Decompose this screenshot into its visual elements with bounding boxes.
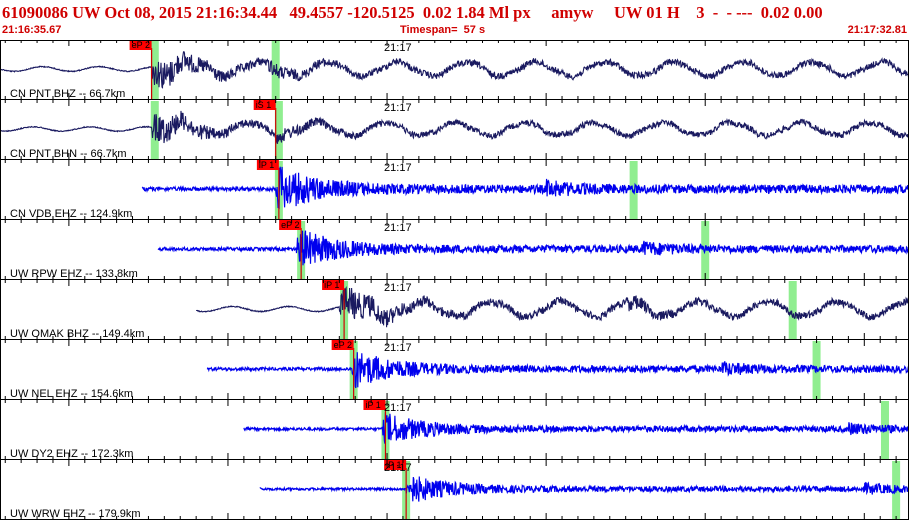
waveform-trace	[157, 230, 909, 266]
pick-label: eP 2	[132, 40, 150, 50]
waveform-trace	[243, 412, 909, 444]
waveform-trace	[259, 476, 909, 502]
header-bar: 61090086 UW Oct 08, 2015 21:16:34.44 49.…	[0, 0, 909, 40]
time-tick-label: 21:17	[384, 222, 412, 234]
pick-marker[interactable]	[253, 100, 276, 110]
waveform-trace	[141, 166, 909, 210]
pick-marker[interactable]	[331, 340, 354, 350]
station-label: UW OMAK BHZ -- 149.4km	[10, 328, 144, 340]
station-label: CN PNT BHZ -- 66.7km	[10, 88, 125, 100]
analysis-window	[274, 101, 283, 159]
pick-marker[interactable]	[384, 460, 407, 470]
time-tick-label: 21:17	[384, 282, 412, 294]
pick-label: eP 2	[281, 220, 299, 230]
waveform-trace	[206, 352, 909, 389]
station-label: CN VDB EHZ -- 124.9km	[10, 208, 132, 220]
station-label: UW DY2 EHZ -- 172.3km	[10, 448, 133, 460]
seismogram-panel[interactable]: eP 2 21:17 CN PNT BHZ -- 66.7km iS 1 21:17 CN…	[0, 40, 909, 520]
station-label: UW WRW EHZ -- 179.9km	[10, 508, 141, 520]
station-label: CN PNT BHN -- 66.7km	[10, 148, 127, 160]
waveform-trace	[196, 285, 909, 328]
pick-marker[interactable]	[322, 280, 345, 290]
waveform-trace	[0, 51, 909, 89]
pick-label: iP 1	[386, 460, 401, 470]
time-tick-label: 21:17	[384, 42, 412, 54]
pick-label: eP 2	[334, 340, 352, 350]
end-time-label: 21:17:32.81	[847, 24, 907, 36]
pick-marker[interactable]	[256, 160, 279, 170]
station-label: UW RPW EHZ -- 133.8km	[10, 268, 138, 280]
station-label: UW NEL EHZ -- 154.6km	[10, 388, 133, 400]
time-tick-label: 21:17	[384, 342, 412, 354]
pick-label: iP 1	[259, 160, 274, 170]
start-time-label: 21:16:35.67	[2, 24, 62, 36]
pick-label: iS 1	[256, 100, 272, 110]
waveform-trace	[0, 110, 909, 144]
analysis-window	[629, 161, 638, 219]
time-tick-label: 21:17	[384, 102, 412, 114]
event-title: 61090086 UW Oct 08, 2015 21:16:34.44 49.…	[2, 3, 823, 22]
pick-label: iP 1	[365, 400, 380, 410]
timespan-label: Timespan= 57 s	[400, 24, 486, 36]
time-tick-label: 21:17	[384, 402, 412, 414]
pick-label: iP 1	[324, 280, 339, 290]
time-tick-label: 21:17	[384, 462, 412, 474]
pick-marker[interactable]	[129, 40, 152, 50]
time-tick-label: 21:17	[384, 162, 412, 174]
analysis-window	[788, 281, 797, 339]
pick-marker[interactable]	[279, 220, 302, 230]
pick-marker[interactable]	[363, 400, 386, 410]
